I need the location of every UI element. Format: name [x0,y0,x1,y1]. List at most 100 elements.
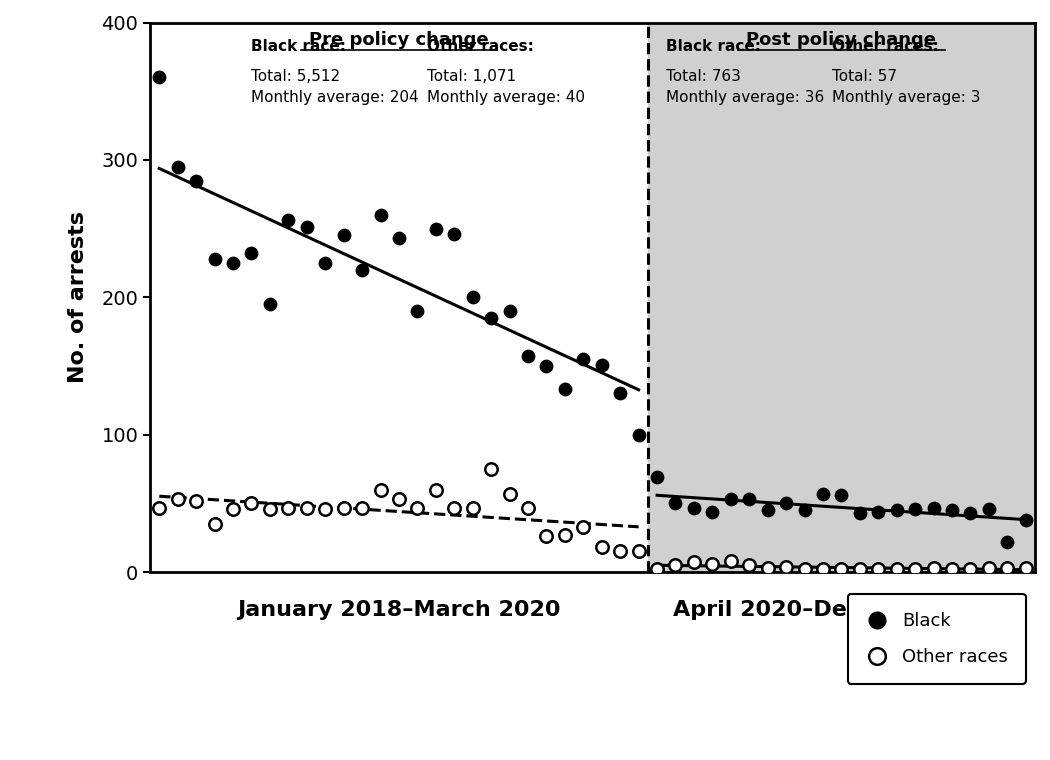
Point [1017,514,1034,526]
Point [852,507,868,519]
Point [446,228,463,240]
Legend: Black, Other races: Black, Other races [848,594,1026,684]
Point [704,558,720,570]
Point [317,503,334,515]
Point [612,388,629,400]
Point [169,160,186,173]
Point [501,488,518,500]
Point [298,221,315,233]
Point [483,312,500,324]
Point [538,530,554,543]
Point [925,502,942,514]
Point [538,360,554,372]
Point [999,562,1015,574]
Point [741,559,758,572]
Point [869,505,886,518]
Point [759,562,776,574]
Point [778,497,795,509]
Point [815,488,832,500]
Point [944,563,961,575]
Text: Black race:: Black race: [667,39,761,54]
Point [206,253,223,265]
Point [630,429,647,441]
Point [833,489,849,502]
Point [391,232,407,244]
Point [869,563,886,575]
Point [1017,562,1034,574]
Point [410,502,426,514]
Point [722,555,739,567]
Point [962,563,979,575]
Point [335,502,352,514]
Point [298,502,315,514]
Point [520,350,537,363]
Point [501,305,518,317]
Point [962,507,979,519]
Point [593,359,610,371]
Point [778,561,795,573]
Point [280,502,297,514]
Point [999,536,1015,548]
Point [981,562,998,574]
Point [907,563,924,575]
Point [649,471,666,483]
Point [188,495,205,507]
Text: Total: 1,071
Monthly average: 40: Total: 1,071 Monthly average: 40 [426,69,585,105]
Text: Other races:: Other races: [833,39,939,54]
Point [151,502,168,514]
Point [354,502,371,514]
Point [243,497,259,509]
Point [410,305,426,317]
Point [372,209,388,221]
Point [261,503,278,515]
Point [630,546,647,558]
Point [686,502,702,514]
Point [888,563,905,575]
Point [796,504,813,516]
Text: Black race:: Black race: [251,39,346,54]
Point [649,563,666,575]
Text: January 2018–March 2020: January 2018–March 2020 [237,600,561,619]
Point [944,504,961,516]
Point [317,257,334,269]
Point [335,230,352,242]
Text: Total: 5,512
Monthly average: 204: Total: 5,512 Monthly average: 204 [251,69,419,105]
Point [686,556,702,568]
Point [556,383,573,395]
Point [188,175,205,187]
Point [667,497,684,509]
Point [354,264,371,276]
Point [391,493,407,505]
Point [372,483,388,496]
Point [225,503,242,515]
Point [852,563,868,575]
Point [667,559,684,572]
Point [833,563,849,575]
Point [464,291,481,303]
Point [556,529,573,541]
Point [280,214,297,226]
Point [796,563,813,575]
Point [704,505,720,518]
Point [759,504,776,516]
Text: Other races:: Other races: [426,39,533,54]
Point [741,493,758,505]
Point [427,483,444,496]
Text: Total: 57
Monthly average: 3: Total: 57 Monthly average: 3 [833,69,981,105]
Point [981,503,998,515]
Y-axis label: No. of arrests: No. of arrests [67,211,87,383]
Text: Post policy change: Post policy change [747,30,937,49]
Point [575,521,592,533]
Point [907,503,924,515]
Text: Pre policy change: Pre policy change [309,30,488,49]
Text: Total: 763
Monthly average: 36: Total: 763 Monthly average: 36 [667,69,824,105]
Bar [648,23,1035,572]
Point [593,541,610,553]
Point [815,563,832,575]
Point [427,223,444,235]
Point [925,562,942,574]
Point [612,546,629,558]
Point [446,502,463,514]
Point [464,502,481,514]
Point [575,353,592,366]
